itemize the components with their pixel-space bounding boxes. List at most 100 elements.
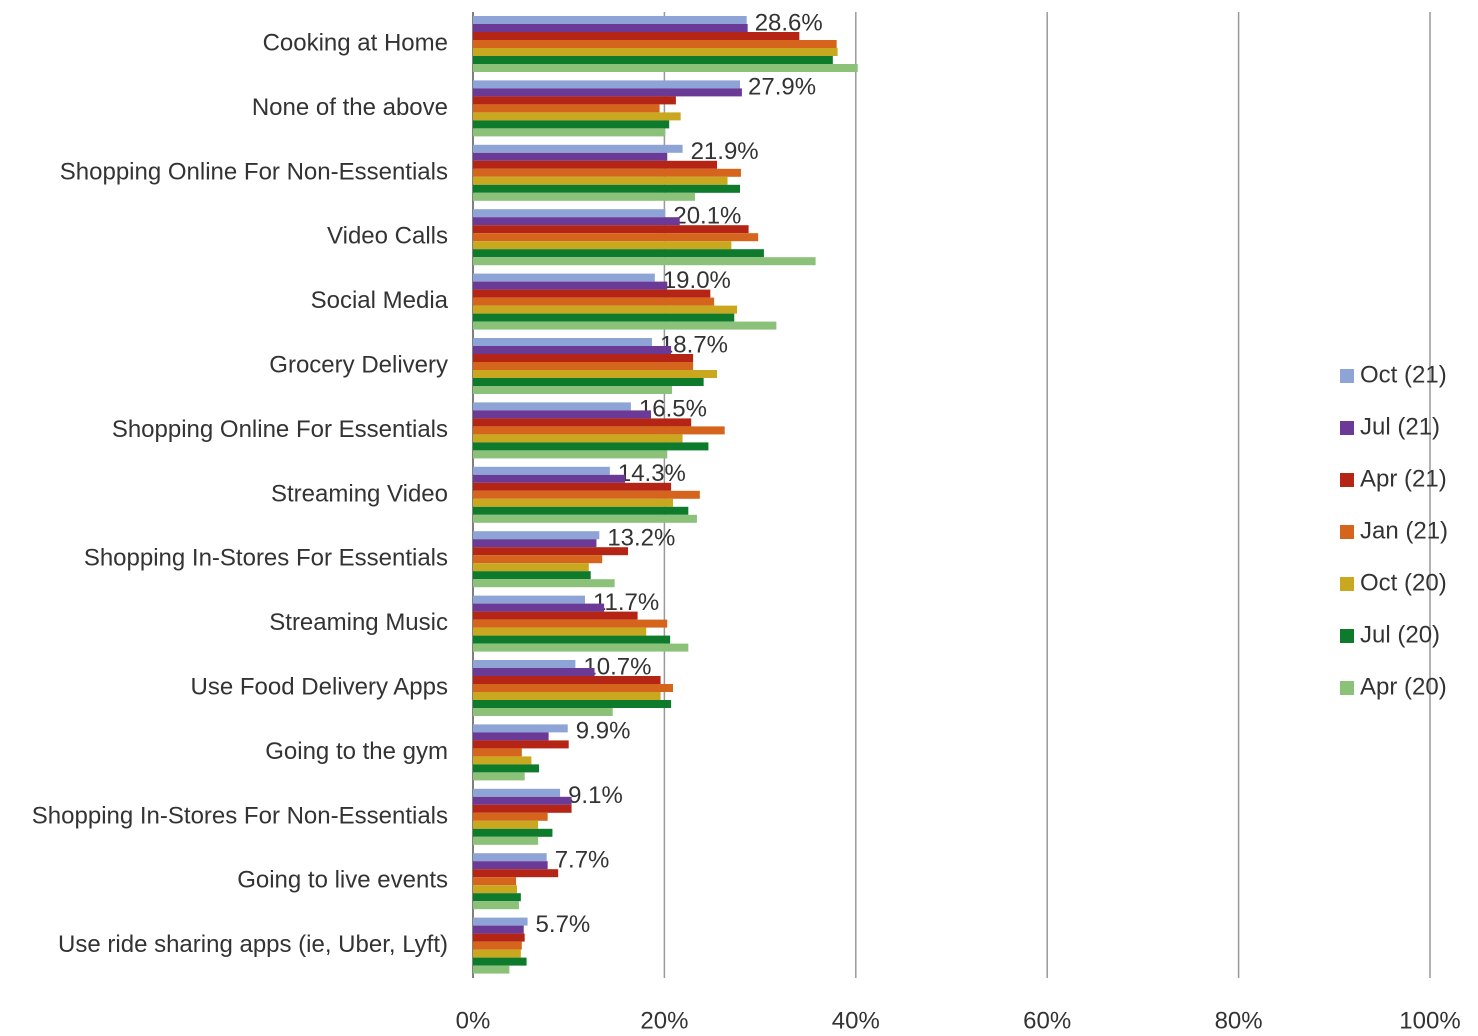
bar [473,684,674,692]
bar [473,56,833,64]
bar [473,96,676,105]
bar [473,611,638,620]
x-tick-label: 40% [832,1007,880,1034]
category-label: Grocery Delivery [269,352,448,379]
data-label: 19.0% [663,267,731,294]
bar [473,281,668,290]
bar [473,668,595,676]
bar [473,273,655,282]
bar [473,104,660,113]
bar [473,225,749,234]
data-label: 20.1% [673,203,741,230]
category-label: Use ride sharing apps (ie, Uber, Lyft) [58,931,448,958]
bar [473,442,709,451]
data-label: 27.9% [748,74,816,101]
category-label: Use Food Delivery Apps [191,674,448,701]
bar [473,877,517,886]
legend-swatch [1340,369,1354,383]
bar [473,772,525,781]
bar [473,957,527,966]
bar [473,925,524,934]
bar [473,474,626,483]
bar [473,434,683,443]
bar [473,24,748,32]
category-label: Going to live events [237,867,448,894]
bar [473,901,519,910]
x-tick-label: 100% [1399,1007,1460,1034]
bar [473,788,561,797]
bar [473,233,759,242]
bar [473,812,548,821]
legend-label: Apr (20) [1360,673,1447,700]
bar [473,48,838,56]
bar [473,506,689,515]
legend-swatch [1340,525,1354,539]
bar [473,160,718,169]
bar [473,571,591,580]
bar [473,796,572,805]
bar [473,466,610,475]
bar [473,804,572,813]
category-label: Social Media [311,287,449,314]
legend-label: Apr (21) [1360,465,1447,492]
bar [473,346,672,354]
bar [473,184,741,193]
bar [473,217,680,226]
bar [473,949,521,958]
bar [473,80,741,89]
data-label: 9.9% [576,718,631,745]
legend-label: Jan (21) [1360,517,1448,544]
bar [473,853,547,862]
bar [473,249,764,258]
data-label: 28.6% [755,9,823,36]
bar [473,740,569,749]
bar [473,297,715,306]
bar [473,313,735,322]
legend-swatch [1340,629,1354,643]
bar [473,676,661,684]
bar [473,192,696,201]
x-tick-label: 60% [1023,1007,1071,1034]
data-label: 5.7% [536,911,591,938]
data-label: 18.7% [660,331,728,358]
x-tick-label: 0% [456,1007,491,1034]
legend-label: Jul (20) [1360,621,1440,648]
bar [473,660,576,668]
bar [473,144,683,153]
data-label: 7.7% [555,847,610,874]
bar [473,893,521,902]
bar [473,708,613,716]
bar [473,354,694,362]
data-label: 14.3% [618,460,686,487]
bar [473,539,597,548]
bar [473,869,559,878]
bar [473,88,742,97]
bar [473,555,603,564]
bar [473,514,697,523]
bar [473,965,510,974]
bar [473,563,589,572]
bar [473,362,694,370]
bar [473,635,671,644]
bar [473,168,741,177]
bar [473,836,539,845]
legend-label: Oct (21) [1360,361,1447,388]
bar [473,756,532,765]
bar [473,64,858,72]
data-label: 9.1% [568,782,623,809]
bar [473,209,666,218]
bar [473,450,668,459]
bar [473,305,738,314]
legend-swatch [1340,421,1354,435]
category-label: Shopping In-Stores For Essentials [84,545,448,572]
category-label: Going to the gym [265,738,448,765]
bar [473,32,800,40]
bar [473,619,668,628]
bar [473,933,525,942]
bar [473,579,615,588]
bar [473,241,732,250]
data-label: 21.9% [691,138,759,165]
bar [473,418,692,427]
x-tick-label: 80% [1215,1007,1263,1034]
